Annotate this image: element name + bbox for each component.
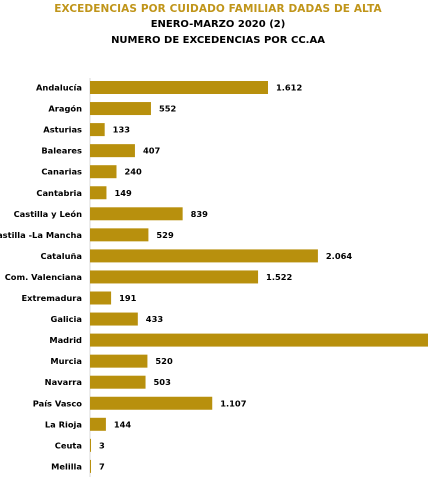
bar [90, 165, 117, 179]
data-label: 2.064 [326, 251, 352, 261]
category-label: Asturias [43, 125, 82, 135]
data-label: 433 [146, 314, 164, 324]
data-label: 520 [155, 356, 173, 366]
bar [90, 249, 318, 263]
bar [90, 375, 146, 389]
data-label: 3 [99, 440, 105, 450]
chart-subtitle-2: NUMERO DE EXCEDENCIAS POR CC.AA [111, 35, 325, 46]
bar [90, 312, 138, 326]
data-label: 1.522 [266, 272, 292, 282]
bar [90, 438, 91, 452]
category-label: Melilla [51, 461, 82, 471]
category-label: Cantabria [36, 188, 82, 198]
category-label: Navarra [45, 377, 82, 387]
category-label: Extremadura [22, 293, 83, 303]
category-label: Castilla y León [14, 209, 83, 219]
bar [90, 123, 105, 137]
category-label: Aragón [48, 104, 82, 114]
category-label: Castilla -La Mancha [0, 230, 82, 240]
data-label: 133 [113, 125, 131, 135]
data-label: 144 [114, 419, 132, 429]
data-label: 503 [154, 377, 172, 387]
bar [90, 333, 428, 347]
category-label: Andalucía [36, 83, 82, 93]
category-label: Baleares [41, 146, 82, 156]
data-label: 552 [159, 104, 177, 114]
bar [90, 459, 91, 473]
data-label: 529 [156, 230, 174, 240]
bar [90, 354, 148, 368]
bar [90, 102, 151, 116]
data-label: 7 [99, 461, 105, 471]
data-label: 240 [125, 167, 143, 177]
category-label: Cataluña [40, 251, 82, 261]
chart-subtitle: ENERO-MARZO 2020 (2) [150, 19, 286, 30]
bar [90, 81, 268, 94]
bar [90, 417, 106, 431]
category-label: Com. Valenciana [5, 272, 82, 282]
category-label: La Rioja [45, 419, 82, 429]
data-label: 191 [119, 293, 137, 303]
bar [90, 396, 213, 410]
bar [90, 291, 112, 305]
bar [90, 144, 135, 158]
category-label: Galicia [51, 314, 82, 324]
data-label: 839 [191, 209, 209, 219]
category-label: País Vasco [33, 398, 83, 408]
bar [90, 207, 183, 221]
category-label: Ceuta [55, 440, 82, 450]
category-label: Murcia [50, 356, 82, 366]
data-label: 1.612 [276, 83, 302, 93]
data-label: 407 [143, 146, 161, 156]
data-label: 149 [114, 188, 132, 198]
chart-title: EXCEDENCIAS POR CUIDADO FAMILIAR DADAS D… [54, 3, 382, 15]
bar [90, 228, 149, 242]
bar [90, 270, 259, 284]
category-label: Canarias [41, 167, 82, 177]
bar [90, 186, 107, 200]
category-label: Madrid [49, 335, 82, 345]
data-label: 1.107 [220, 398, 246, 408]
